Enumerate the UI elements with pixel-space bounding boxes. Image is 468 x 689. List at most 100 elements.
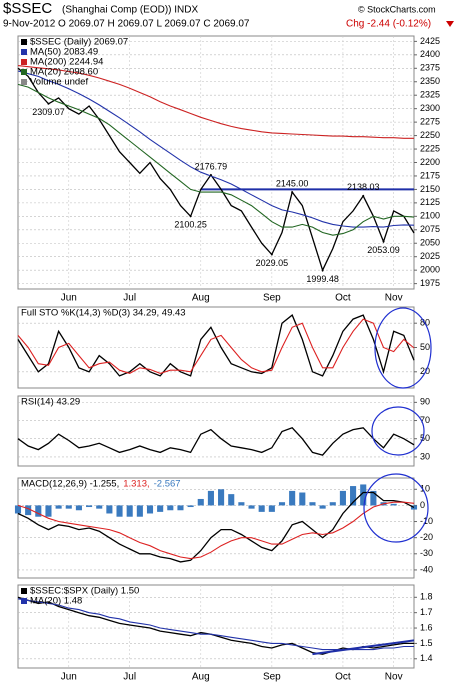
panel-frame — [17, 395, 415, 467]
x-tick-label: Aug — [192, 672, 210, 683]
histogram-bar — [96, 505, 103, 509]
legend-entry: 1.313, — [123, 479, 149, 490]
y-tick-label: 70 — [420, 415, 430, 425]
legend-swatch — [21, 79, 27, 85]
histogram-bar — [218, 489, 225, 506]
series-line — [17, 318, 415, 374]
x-tick-label: Sep — [263, 672, 281, 683]
quote-info: 9-Nov-2012 O 2069.07 H 2069.07 L 2069.07… — [3, 19, 250, 30]
histogram-bar — [75, 505, 82, 511]
annotation-label: 1999.48 — [306, 274, 339, 284]
histogram-bar — [136, 505, 143, 517]
annotation-label: 2309.07 — [32, 107, 65, 117]
legend-entry: MACD(12,26,9) -1.255, — [21, 479, 119, 490]
histogram-bar — [248, 505, 255, 509]
annotation-point — [270, 253, 273, 256]
histogram-bar — [207, 490, 214, 506]
series-line — [17, 67, 415, 272]
annotation-point — [47, 102, 50, 105]
histogram-bar — [309, 502, 316, 506]
legend-swatch — [21, 588, 27, 594]
histogram-bar — [45, 505, 52, 517]
legend-entry: $SSEC (Daily) 2069.07 — [30, 37, 128, 48]
histogram-bar — [25, 505, 32, 516]
panel-frame — [17, 584, 415, 669]
histogram-bar — [197, 498, 204, 506]
histogram-bar — [329, 502, 336, 506]
y-tick-label: 1.8 — [420, 592, 433, 602]
legend-entry: MA(20) 2098.60 — [30, 67, 98, 78]
histogram-bar — [339, 490, 346, 506]
y-tick-label: 1.6 — [420, 622, 433, 632]
histogram-bar — [14, 505, 22, 514]
y-tick-label: 2175 — [420, 170, 440, 180]
highlight-circle — [371, 406, 425, 456]
y-tick-label: 2250 — [420, 130, 440, 140]
series-line — [17, 65, 414, 139]
panel-label: Full STO %K(14,3) %D(3) 34.29, 49.43 — [21, 308, 186, 319]
panel-frame — [17, 477, 415, 579]
y-tick-label: 2125 — [420, 197, 440, 207]
y-tick-label: 50 — [420, 433, 430, 443]
histogram-bar — [167, 505, 174, 511]
y-tick-label: 2225 — [420, 143, 440, 153]
x-tick-label: Jul — [123, 293, 136, 304]
y-tick-label: 2350 — [420, 76, 440, 86]
annotation-label: 2176.79 — [195, 161, 228, 171]
y-tick-label: 1.7 — [420, 607, 433, 617]
histogram-bar — [187, 505, 194, 508]
histogram-bar — [360, 484, 367, 506]
series-line — [17, 83, 415, 236]
legend-swatch — [21, 39, 27, 45]
y-tick-label: 0 — [420, 500, 425, 510]
annotation-label: 2100.25 — [174, 220, 207, 230]
legend-swatch — [21, 598, 27, 604]
annotation-point — [291, 191, 294, 194]
histogram-bar — [299, 492, 306, 506]
y-tick-label: 2425 — [420, 36, 440, 46]
histogram-bar — [126, 505, 133, 517]
y-tick-label: 2400 — [420, 49, 440, 59]
y-tick-label: -40 — [420, 564, 433, 574]
quote-change: Chg -2.44 (-0.12%) — [346, 19, 431, 30]
legend-entry: MA(200) 2244.94 — [30, 57, 103, 68]
symbol-name: (Shanghai Comp (EOD)) INDX — [62, 5, 198, 16]
series-line — [17, 427, 415, 456]
annotation-label: 2145.00 — [276, 178, 309, 188]
y-tick-label: -20 — [420, 532, 433, 542]
x-tick-label: Sep — [263, 293, 281, 304]
y-tick-label: 1975 — [420, 278, 440, 288]
annotation-point — [321, 269, 324, 272]
legend-entry: Volume undef — [30, 77, 88, 88]
y-tick-label: 1.4 — [420, 653, 433, 663]
y-tick-label: 90 — [420, 397, 430, 407]
annotation-label: 2029.05 — [256, 258, 289, 268]
x-tick-label: Nov — [385, 293, 403, 304]
annotation-label: 2053.09 — [367, 245, 400, 255]
histogram-bar — [106, 505, 113, 514]
histogram-bar — [258, 505, 265, 512]
annotation-point — [362, 194, 365, 197]
histogram-bar — [289, 490, 296, 506]
y-tick-label: 2025 — [420, 251, 440, 261]
trend-line — [312, 639, 415, 656]
x-tick-label: Oct — [335, 672, 351, 683]
series-line — [17, 70, 415, 228]
series-line — [17, 501, 415, 560]
y-tick-label: 10 — [420, 484, 430, 494]
y-tick-label: 2375 — [420, 63, 440, 73]
down-arrow — [446, 21, 454, 27]
panels: 1975200020252050207521002125215021752200… — [14, 35, 440, 683]
y-tick-label: 20 — [420, 366, 430, 376]
histogram-bar — [65, 505, 72, 509]
legend-entry: MA(50) 2083.49 — [30, 47, 98, 58]
annotation-label: 2138.03 — [347, 182, 380, 192]
histogram-bar — [319, 505, 326, 509]
annotation-point — [382, 240, 385, 243]
histogram-bar — [350, 486, 357, 506]
y-tick-label: 50 — [420, 342, 430, 352]
symbol: $SSEC — [3, 0, 52, 17]
histogram-bar — [177, 505, 184, 511]
y-tick-label: 2325 — [420, 90, 440, 100]
